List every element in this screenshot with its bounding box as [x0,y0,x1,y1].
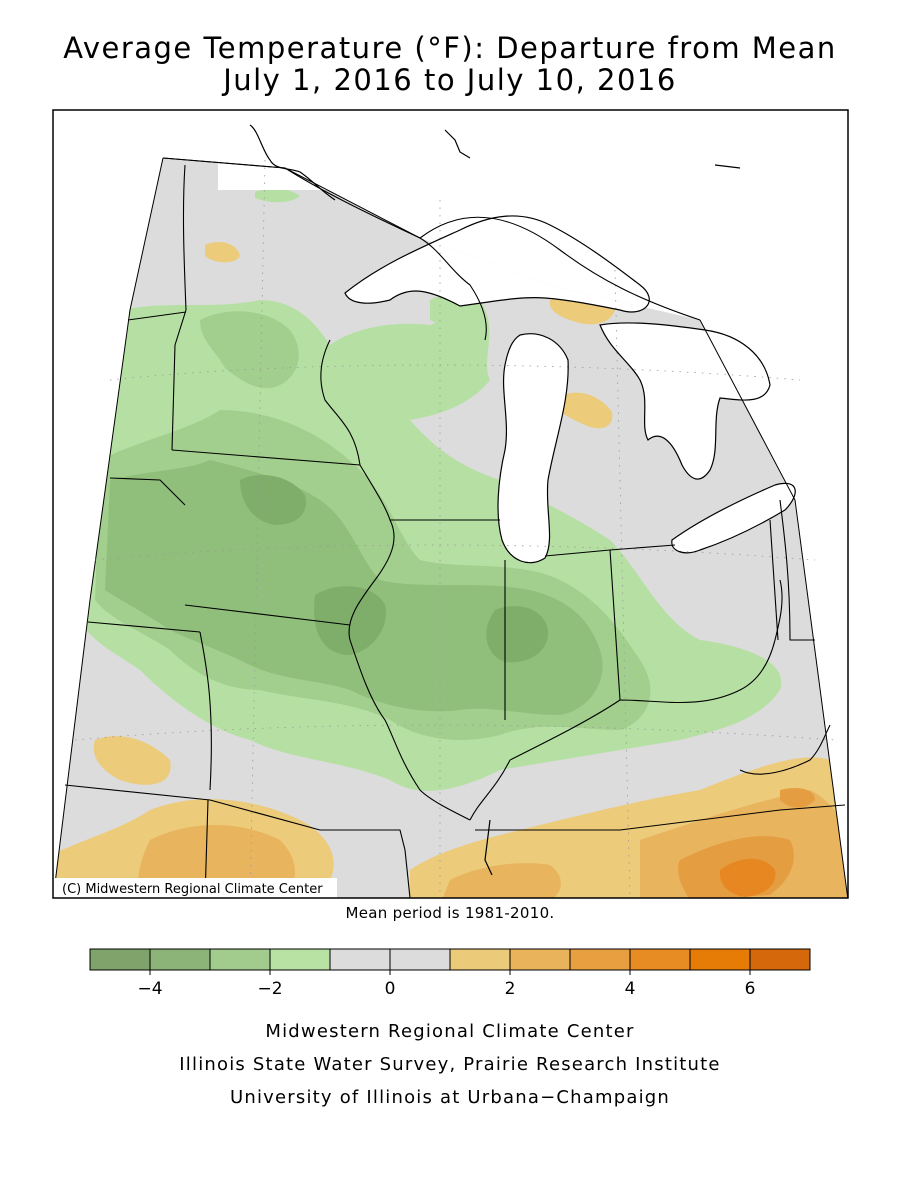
field-neg4 [240,475,549,663]
legend-bin-7 [509,948,571,971]
mean-period-note: Mean period is 1981-2010. [345,904,555,922]
legend-bin-6 [449,948,511,971]
legend-bin-4 [329,948,391,971]
border-sd-mn [171,309,187,451]
border-ar-ms-tn [404,849,411,898]
border-mi-up-wi [419,237,487,341]
field-pos3-south [678,788,815,898]
legend-bin-1 [149,948,211,971]
map-title: Average Temperature (°F): Departure from… [63,31,837,65]
legend-tick-label: 0 [385,979,396,999]
border-nd-mn [182,164,187,311]
border-ia-mo [184,604,351,626]
field-pos4-south [719,858,776,897]
legend-tick-label: 6 [745,979,756,999]
border-mo-ar [209,799,406,851]
state-boundaries [64,157,846,898]
border-tn-va [739,724,831,775]
legend-bin-8 [569,948,631,971]
border-mn-ia [171,449,361,466]
field-pos2-south [138,790,848,898]
legend-bin-10 [689,948,751,971]
border-oh-ky-wv [509,579,783,761]
border-ky-tn [475,804,846,831]
border-ks-mo [199,631,212,791]
graticule [74,159,836,898]
legend-bin-11 [749,948,811,971]
copyright-box [53,878,337,898]
credit-line-3: University of Illinois at Urbana−Champai… [229,1087,671,1108]
credit-line-2: Illinois State Water Survey, Prairie Res… [179,1054,721,1075]
border-oh-pa [769,519,779,641]
border-mn-wi [320,339,361,466]
legend-bin-9 [629,948,691,971]
legend-bin-5 [389,948,451,971]
border-nd-sd [127,311,187,321]
border-ks-ok [64,784,211,801]
shorelines [249,124,796,876]
legend-tick-label: 4 [625,979,636,999]
credit-line-1: Midwestern Regional Climate Center [265,1021,635,1042]
border-mi-in-oh [544,544,676,557]
map-frame-border [52,109,849,899]
legend-bin-2 [209,948,271,971]
border-il-ky [469,759,511,821]
legend-colorbar: −4 −2 0 2 4 6 [89,948,811,999]
legend-tick-label: −2 [257,979,282,999]
border-ny-pa [779,499,815,641]
border-in-oh [609,549,621,701]
border-sd-ne [109,477,186,506]
border-canada [162,157,701,321]
legend-bin-3 [269,948,331,971]
map-subtitle-dates: July 1, 2016 to July 10, 2016 [223,63,677,97]
field-pos1-michigan [205,242,615,429]
legend-tick-label: −4 [137,979,162,999]
lake-michigan [498,333,569,563]
copyright-label: (C) Midwestern Regional Climate Center [62,882,323,897]
field-neg1-north-blob [255,188,300,203]
legend-tick-label: 2 [505,979,516,999]
border-ne-ks [87,621,201,633]
legend-bin-0 [89,948,151,971]
lake-erie [671,483,796,553]
border-ia-wi-il [348,464,395,641]
border-mo-il [349,639,471,821]
